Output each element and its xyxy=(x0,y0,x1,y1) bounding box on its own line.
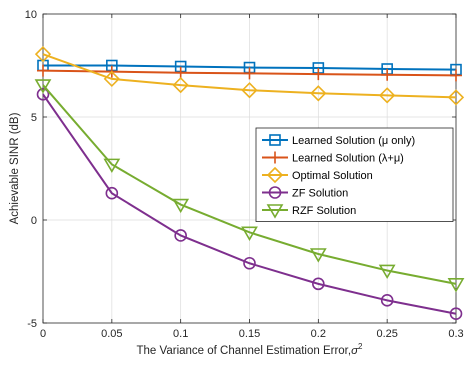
legend-items: Learned Solution (μ only) Learned Solutio… xyxy=(262,134,415,219)
x-tick-label: 0.05 xyxy=(101,328,122,340)
data-point-triangle xyxy=(241,226,258,241)
y-tick-label: 5 xyxy=(31,112,37,124)
series-line xyxy=(42,84,457,285)
legend-label: Learned Solution (λ+μ) xyxy=(292,153,404,165)
legend-entry: Learned Solution (μ only) xyxy=(262,134,415,147)
y-axis-label: Achievable SINR (dB) xyxy=(9,112,21,224)
data-point-circle xyxy=(36,88,50,101)
data-point-plus xyxy=(381,68,394,81)
legend-box xyxy=(255,127,454,222)
data-point-diamond xyxy=(241,82,258,99)
x-axis-label-superscript: 2 xyxy=(358,342,363,351)
legend-label: RZF Solution xyxy=(292,205,356,217)
x-tick-label: 0.3 xyxy=(448,328,463,340)
series-line xyxy=(42,53,457,99)
data-point-plus xyxy=(243,67,256,80)
y-tick-label: 0 xyxy=(31,215,37,227)
x-axis-label-text: The Variance of Channel Estimation Error… xyxy=(137,345,352,357)
data-point-circle xyxy=(449,307,463,321)
x-tick-label: 0.25 xyxy=(376,328,397,340)
x-tick-label: 0 xyxy=(40,328,46,340)
data-point-diamond xyxy=(34,46,52,63)
y-tick-label: 10 xyxy=(25,9,37,21)
data-point-diamond xyxy=(379,87,396,104)
series-4 xyxy=(36,88,463,321)
legend-entry: Optimal Solution xyxy=(262,166,373,184)
data-point-diamond xyxy=(447,89,465,106)
legend-label: Learned Solution (μ only) xyxy=(292,135,415,147)
series-5 xyxy=(34,79,465,293)
legend-label: Optimal Solution xyxy=(292,170,373,182)
data-point-triangle xyxy=(34,79,52,94)
x-tick-label: 0.15 xyxy=(239,328,260,340)
data-point-circle xyxy=(312,277,325,291)
y-tick-label: -5 xyxy=(27,318,37,330)
data-point-triangle xyxy=(378,264,396,280)
series-line xyxy=(42,93,457,315)
x-axis-label: The Variance of Channel Estimation Error… xyxy=(137,342,364,357)
data-point-triangle xyxy=(447,278,465,293)
data-point-diamond xyxy=(266,166,284,184)
legend-entry: Learned Solution (λ+μ) xyxy=(262,151,404,165)
data-point-triangle xyxy=(103,158,121,173)
data-point-triangle xyxy=(172,198,190,214)
data-point-triangle xyxy=(309,248,327,263)
x-tick-label: 0.2 xyxy=(311,328,326,340)
series-3 xyxy=(34,46,465,106)
data-point-diamond xyxy=(172,76,189,94)
data-point-plus xyxy=(37,64,49,77)
legend: Learned Solution (μ only) Learned Solutio… xyxy=(255,127,454,222)
x-tick-label: 0.1 xyxy=(173,328,188,340)
data-point-square xyxy=(269,134,281,146)
data-point-circle xyxy=(268,186,282,199)
data-point-circle xyxy=(174,229,187,242)
series-group xyxy=(34,46,465,321)
legend-entry: RZF Solution xyxy=(262,204,356,219)
data-point-triangle xyxy=(266,204,284,219)
legend-label: ZF Solution xyxy=(292,188,348,200)
x-axis-label-symbol: σ xyxy=(351,345,359,357)
data-point-circle xyxy=(243,256,256,270)
legend-entry: ZF Solution xyxy=(262,186,348,200)
data-point-circle xyxy=(105,186,119,200)
data-point-diamond xyxy=(103,70,120,88)
data-point-plus xyxy=(174,66,187,79)
data-point-plus xyxy=(269,151,281,164)
data-point-plus xyxy=(312,68,325,81)
data-point-diamond xyxy=(310,85,327,102)
data-point-plus xyxy=(450,69,462,82)
data-point-circle xyxy=(380,294,394,307)
